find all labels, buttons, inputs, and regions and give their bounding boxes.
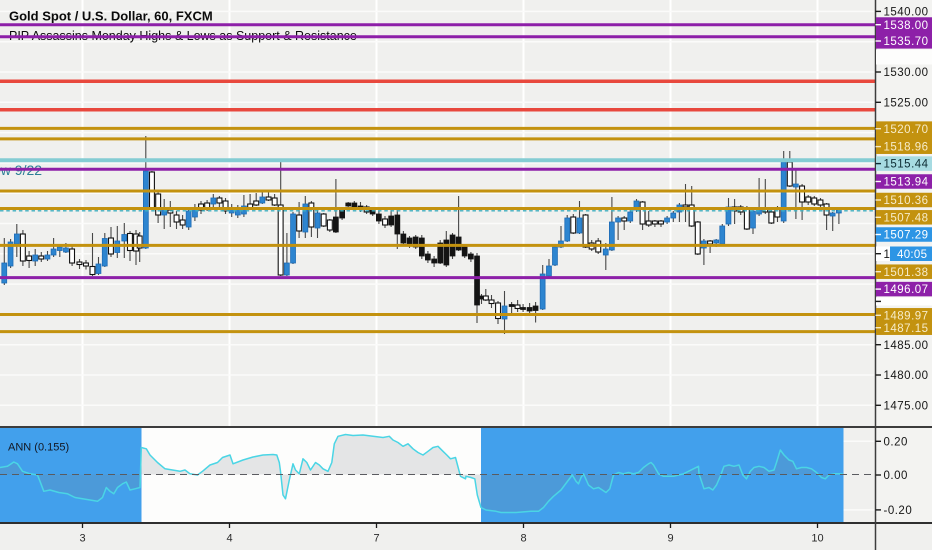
svg-text:1540.00: 1540.00	[884, 7, 929, 19]
svg-text:-0.20: -0.20	[884, 505, 913, 517]
svg-text:Gold Spot / U.S. Dollar, 60, F: Gold Spot / U.S. Dollar, 60, FXCM	[9, 9, 213, 24]
svg-text:1535.70: 1535.70	[884, 36, 929, 48]
svg-text:ANN (0.155): ANN (0.155)	[8, 442, 69, 454]
svg-text:1496.07: 1496.07	[884, 284, 929, 296]
svg-text:1525.00: 1525.00	[884, 97, 929, 109]
svg-text:1518.96: 1518.96	[884, 142, 929, 154]
svg-text:1475.00: 1475.00	[884, 400, 929, 412]
svg-text:8: 8	[520, 533, 526, 545]
svg-text:0.20: 0.20	[884, 436, 908, 448]
svg-text:40:05: 40:05	[897, 249, 927, 261]
svg-text:7: 7	[373, 533, 379, 545]
svg-text:1501.38: 1501.38	[884, 267, 929, 279]
svg-text:1530.00: 1530.00	[884, 67, 929, 79]
svg-text:1480.00: 1480.00	[884, 370, 929, 382]
svg-text:1487.15: 1487.15	[884, 323, 929, 335]
svg-text:10: 10	[811, 533, 823, 545]
svg-text:1489.97: 1489.97	[884, 310, 929, 322]
svg-text:1507.29: 1507.29	[884, 230, 929, 242]
svg-text:4: 4	[226, 533, 232, 545]
svg-text:1520.70: 1520.70	[884, 124, 929, 136]
svg-text:3: 3	[79, 533, 85, 545]
svg-text:1538.00: 1538.00	[884, 20, 929, 32]
svg-text:1485.00: 1485.00	[884, 340, 929, 352]
svg-text:1513.94: 1513.94	[884, 177, 929, 189]
svg-text:1507.48: 1507.48	[884, 212, 929, 224]
svg-text:1515.44: 1515.44	[884, 159, 929, 171]
svg-text:9: 9	[667, 533, 673, 545]
svg-text:1510.36: 1510.36	[884, 195, 929, 207]
svg-text:0.00: 0.00	[884, 470, 908, 482]
